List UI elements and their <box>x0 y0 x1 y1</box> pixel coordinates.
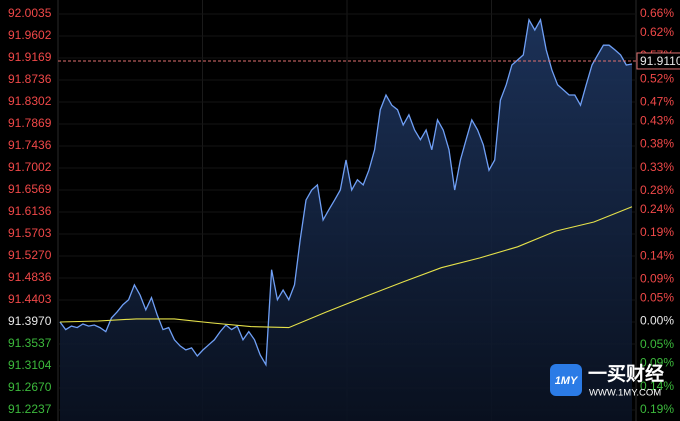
y-tick-label: 91.4836 <box>8 270 52 284</box>
y-tick-label: 91.3104 <box>8 358 52 372</box>
reference-label-box <box>636 52 680 70</box>
y2-tick-label: 0.52% <box>640 71 674 85</box>
y2-tick-label: 0.66% <box>640 6 674 20</box>
price-area <box>60 19 632 421</box>
y-tick-label: 91.9169 <box>8 50 52 64</box>
average-line <box>59 206 633 329</box>
y2-tick-label: 0.19% <box>640 225 674 239</box>
y2-tick-label: 0.33% <box>640 160 674 174</box>
watermark: 1MY 一买财经 WWW.1MY.COM <box>550 362 664 399</box>
y2-tick-label: 0.14% <box>640 248 674 262</box>
reference-label: 91.9110 <box>640 54 680 68</box>
y2-tick-label: 0.38% <box>640 137 674 151</box>
y2-tick-label: 0.00% <box>640 314 674 328</box>
y2-tick-label: 0.43% <box>640 113 674 127</box>
logo-box <box>550 364 582 396</box>
logo-text: 1MY <box>555 375 579 387</box>
y-tick-label: 91.8302 <box>8 94 52 108</box>
y2-tick-label: 0.47% <box>640 95 674 109</box>
y-tick-label: 91.7436 <box>8 138 52 152</box>
y2-tick-label: 0.05% <box>640 337 674 351</box>
y-tick-label: 91.9602 <box>8 28 52 42</box>
watermark-name: 一买财经 <box>588 362 664 385</box>
y-tick-label: 91.5703 <box>8 226 52 240</box>
y-tick-label: 91.3537 <box>8 336 52 350</box>
y-tick-label: 91.6569 <box>8 182 52 196</box>
y2-tick-label: 0.24% <box>640 202 674 216</box>
y-tick-label: 91.7002 <box>8 160 52 174</box>
y2-tick-label: 0.62% <box>640 25 674 39</box>
y-tick-label: 91.5270 <box>8 248 52 262</box>
y-tick-label: 91.4403 <box>8 292 52 306</box>
watermark-site: WWW.1MY.COM <box>589 388 661 399</box>
y2-tick-label: 0.05% <box>640 290 674 304</box>
y2-tick-label: 0.14% <box>640 379 674 393</box>
y-tick-label: 91.2670 <box>8 380 52 394</box>
y-tick-label: 92.0035 <box>8 6 52 20</box>
y-tick-label: 91.7869 <box>8 116 52 130</box>
y2-tick-label: 0.09% <box>640 272 674 286</box>
y-tick-label: 91.6136 <box>8 204 52 218</box>
y2-tick-label: 0.19% <box>640 402 674 416</box>
y-tick-label: 91.2237 <box>8 402 52 416</box>
y-tick-label: 91.8736 <box>8 72 52 86</box>
price-line <box>59 17 633 367</box>
y2-tick-label: 0.09% <box>640 356 674 370</box>
y2-tick-label: 0.28% <box>640 183 674 197</box>
y-tick-label: 91.3970 <box>8 314 52 328</box>
